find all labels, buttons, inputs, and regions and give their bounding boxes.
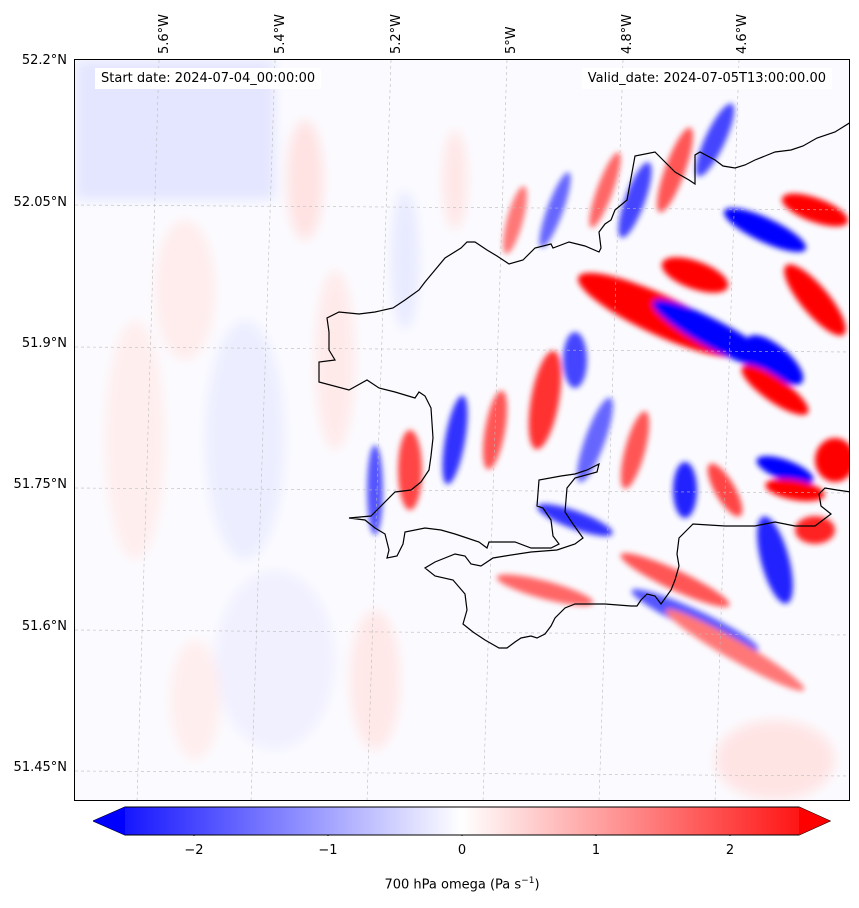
colorbar-label: 700 hPa omega (Pa s−1) [384,876,540,893]
start-date-label: Start date: 2024-07-04_00:00:00 [95,68,322,89]
strong-field-shading [367,103,849,691]
lon-label: 5°W [504,26,519,54]
colorbar-tick: −1 [318,843,338,858]
lon-label: 4.6°W [735,13,750,54]
colorbar-min-extend [93,807,125,835]
lat-label: 52.05°N [13,195,67,210]
lat-label: 51.9°N [21,336,67,351]
colorbar [93,806,831,836]
lon-label: 5.2°W [389,13,404,54]
lat-label: 52.2°N [21,53,67,68]
colorbar-tick: 2 [725,843,735,858]
colorbar-max-extend [799,807,830,835]
map-panel [74,59,850,801]
lon-label: 5.4°W [273,13,288,54]
lat-label: 51.6°N [21,619,67,634]
colorbar-tick: −2 [184,843,204,858]
colorbar-tick: 1 [591,843,601,858]
colorbar-gradient [93,806,831,836]
lat-label: 51.45°N [13,760,67,775]
valid-date-label: Valid_date: 2024-07-05T13:00:00.00 [581,68,832,89]
coastline [318,122,849,649]
omega-field-map [75,60,849,800]
lon-label: 4.8°W [620,13,635,54]
colorbar-tick: 0 [457,843,467,858]
lon-label: 5.6°W [157,13,172,54]
lat-label: 51.75°N [13,477,67,492]
map-gridlines [75,60,849,800]
